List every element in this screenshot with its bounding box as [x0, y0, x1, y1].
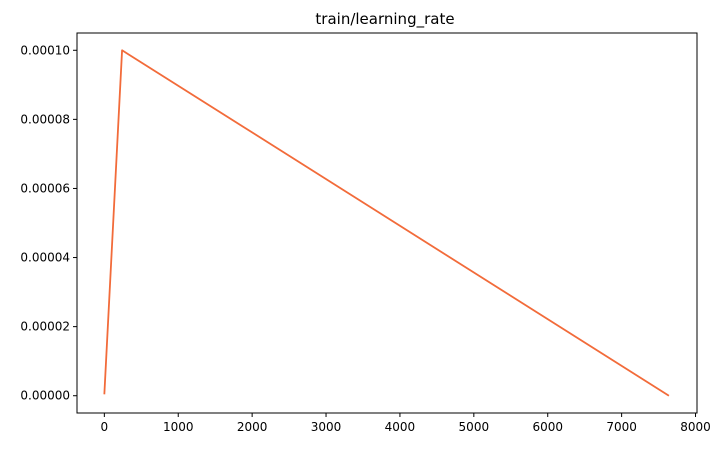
- plot-frame: [77, 33, 697, 413]
- y-tick-label: 0.00008: [20, 112, 70, 126]
- x-tick-label: 3000: [311, 420, 342, 434]
- x-tick-label: 2000: [237, 420, 268, 434]
- x-tick-label: 0: [101, 420, 109, 434]
- y-tick-label: 0.00004: [20, 251, 70, 265]
- x-tick-label: 7000: [606, 420, 637, 434]
- x-axis: 0 1000 2000 3000 4000 5000 6000 7000 8000: [101, 413, 711, 434]
- y-axis: 0.00000 0.00002 0.00004 0.00006 0.00008 0.000…: [20, 43, 77, 402]
- chart-title: train/learning_rate: [315, 10, 454, 29]
- x-tick-label: 8000: [680, 420, 711, 434]
- x-tick-label: 6000: [532, 420, 563, 434]
- y-tick-label: 0.00000: [20, 389, 70, 403]
- plot-area: [104, 50, 669, 395]
- series-line: [104, 50, 669, 395]
- x-tick-label: 5000: [459, 420, 490, 434]
- y-tick-label: 0.00002: [20, 320, 70, 334]
- y-tick-label: 0.00010: [20, 43, 70, 57]
- y-tick-label: 0.00006: [20, 181, 70, 195]
- x-tick-label: 4000: [385, 420, 416, 434]
- x-tick-label: 1000: [163, 420, 194, 434]
